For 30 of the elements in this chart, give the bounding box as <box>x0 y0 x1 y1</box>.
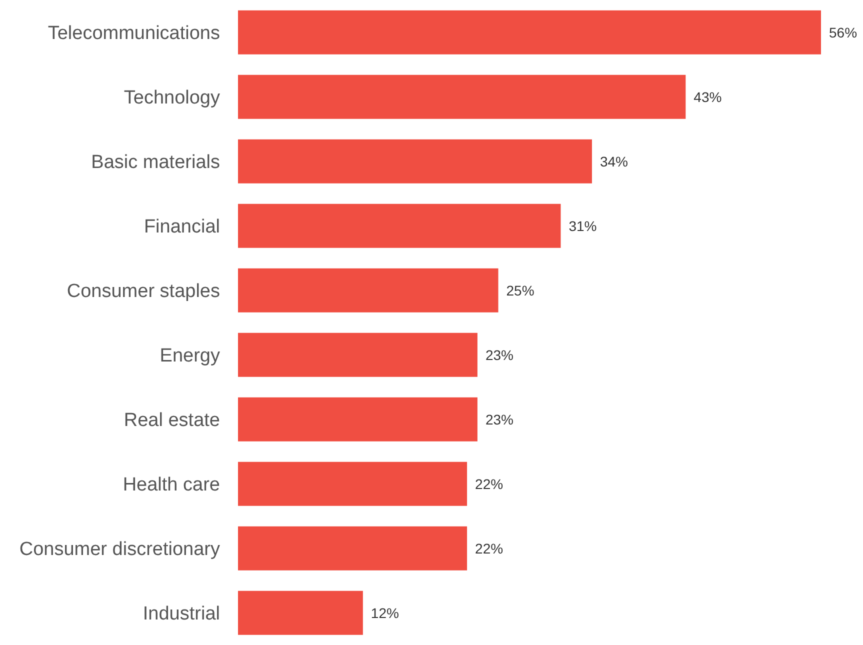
bar <box>238 74 686 119</box>
y-tick-label: Real estate <box>124 410 220 431</box>
data-label: 25% <box>506 282 534 298</box>
y-tick-label: Industrial <box>142 603 220 624</box>
y-tick-label: Consumer discretionary <box>19 538 220 560</box>
bar <box>238 526 468 570</box>
y-tick-label: Consumer staples <box>66 280 220 302</box>
y-tick-label: Technology <box>124 87 220 108</box>
bar <box>238 462 468 506</box>
bar <box>238 10 821 54</box>
bar <box>238 268 498 312</box>
data-label: 31% <box>568 218 597 234</box>
data-label: 43% <box>694 88 722 105</box>
y-tick-label: Energy <box>160 345 220 366</box>
data-label: 22% <box>475 540 504 556</box>
data-label: 12% <box>370 604 399 621</box>
data-label: 23% <box>485 346 514 363</box>
bar <box>238 397 478 442</box>
bar <box>238 204 561 248</box>
data-label: 56% <box>829 24 858 40</box>
y-tick-label: Health care <box>122 474 220 496</box>
bar <box>238 332 478 377</box>
bar <box>238 139 592 184</box>
data-label: 22% <box>475 476 504 492</box>
data-label: 34% <box>600 153 628 170</box>
data-label: 23% <box>485 411 514 428</box>
bar <box>238 590 363 635</box>
y-tick-label: Financial <box>144 216 220 238</box>
y-tick-label: Basic materials <box>91 152 220 173</box>
y-tick-label: Telecommunications <box>48 22 220 44</box>
